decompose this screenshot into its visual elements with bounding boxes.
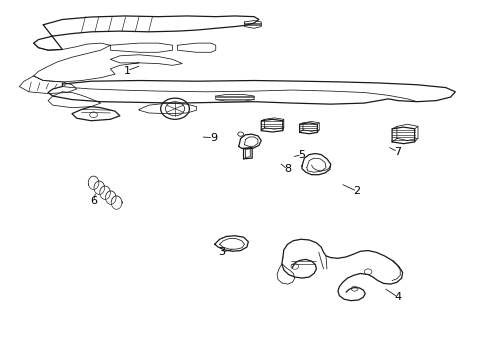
Text: 2: 2 [353, 186, 360, 196]
Text: 6: 6 [90, 196, 97, 206]
Text: 1: 1 [123, 66, 130, 76]
Text: 8: 8 [284, 165, 290, 174]
Text: 5: 5 [298, 150, 305, 159]
Text: 4: 4 [393, 292, 401, 302]
Text: 3: 3 [218, 247, 224, 257]
Text: 7: 7 [393, 147, 401, 157]
Text: 9: 9 [209, 133, 217, 143]
